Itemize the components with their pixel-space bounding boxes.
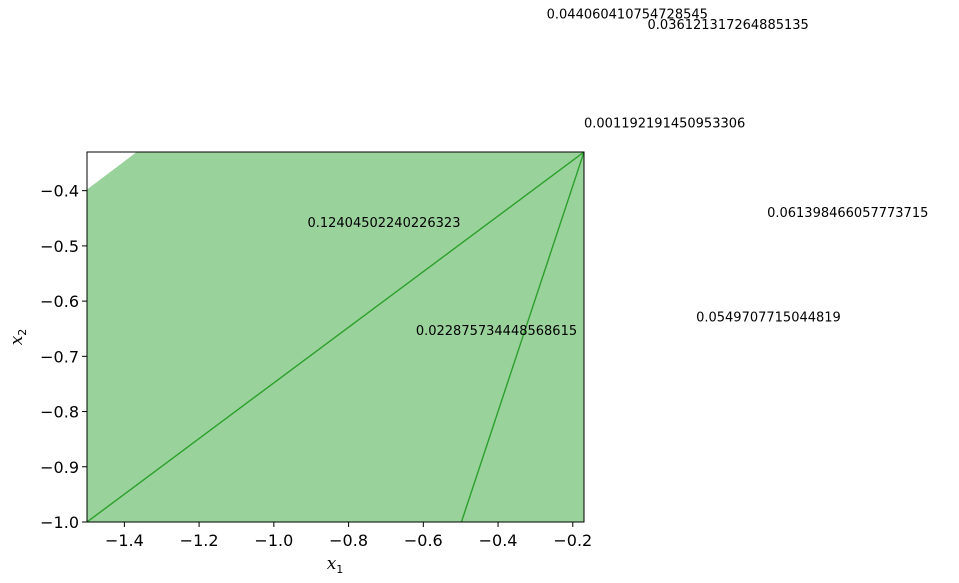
line-layer xyxy=(87,152,584,522)
y-axis-label: x2 xyxy=(7,329,29,346)
value-annotation: 0.001192191450953306 xyxy=(584,117,745,132)
annotations: 0.0440604107547285450.036121317264885135… xyxy=(307,7,928,338)
boundary-line-0 xyxy=(87,152,584,522)
value-annotation: 0.022875734448568615 xyxy=(416,324,577,339)
y-tick-label: −0.5 xyxy=(40,237,79,256)
x-axis-ticks: −1.4 −1.2 −1.0 −0.8 −0.6 −0.4 −0.2 xyxy=(105,522,592,550)
y-tick-label: −0.9 xyxy=(40,458,79,477)
y-tick-label: −0.6 xyxy=(40,292,79,311)
value-annotation: 0.12404502240226323 xyxy=(307,216,460,231)
y-tick-label: −1.0 xyxy=(40,513,79,532)
y-tick-label: −0.8 xyxy=(40,403,79,422)
x-tick-label: −0.8 xyxy=(329,531,368,550)
boundary-line-1 xyxy=(460,152,584,522)
value-annotation: 0.036121317264885135 xyxy=(648,18,809,33)
value-annotation: 0.044060410754728545 xyxy=(547,7,708,22)
y-tick-label: −0.7 xyxy=(40,347,79,366)
x-tick-label: −1.2 xyxy=(180,531,219,550)
value-annotation: 0.061398466057773715 xyxy=(767,206,928,221)
x-axis-label: x1 xyxy=(327,554,344,576)
x-tick-label: −0.4 xyxy=(479,531,518,550)
x-tick-label: −0.6 xyxy=(404,531,443,550)
x-tick-label: −1.4 xyxy=(105,531,144,550)
x-tick-label: −0.2 xyxy=(553,531,592,550)
axes-frame xyxy=(86,151,585,523)
x-tick-label: −1.0 xyxy=(254,531,293,550)
y-tick-label: −0.4 xyxy=(40,182,79,201)
y-axis-ticks: −0.4 −0.5 −0.6 −0.7 −0.8 −0.9 −1.0 xyxy=(40,182,87,532)
value-annotation: 0.0549707715044819 xyxy=(696,311,841,326)
